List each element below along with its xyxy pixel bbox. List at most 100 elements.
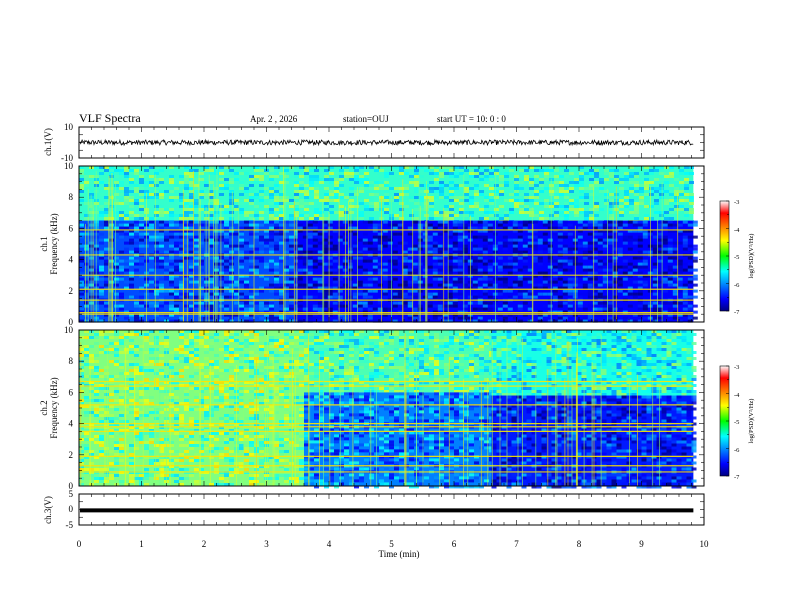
spectrogram-cell [582,226,588,230]
spectrogram-cell [199,429,204,432]
spectrogram-cell [372,265,378,269]
spectrogram-cell [687,280,693,284]
spectrogram-cell [109,432,114,435]
spectrogram-cell [194,169,199,172]
spectrogram-cell [159,351,164,354]
spectrogram-cell [134,417,139,420]
spectrogram-cell [199,178,204,181]
spectrogram-cell [229,429,234,432]
spectrogram-cell [254,169,259,172]
spectrogram-cell [179,459,184,462]
spectrogram-cell [169,286,174,290]
spectrogram-cell [654,202,659,205]
spectrogram-cell [194,295,199,299]
spectrogram-cell [179,268,184,272]
spectrogram-cell [464,199,469,202]
spectrogram-cell [79,277,84,281]
spectrogram-cell [667,283,673,287]
spectrogram-cell [587,289,593,293]
spectrogram-cell [209,301,214,305]
spectrogram-cell [637,262,643,266]
spectrogram-cell [184,444,189,447]
spectrogram-cell [159,265,164,269]
spectrogram-cell [557,319,563,323]
spectrogram-cell [119,217,124,220]
spectrogram-cell [662,301,668,305]
spectrogram-cell [269,232,274,236]
spectrogram-cell [597,241,603,245]
spectrogram-cell [184,357,189,360]
spectrogram-cell [249,366,254,369]
spectrogram-cell [99,387,104,390]
spectrogram-cell [224,345,229,348]
spectrogram-cell [109,336,114,339]
spectrogram-cell [99,384,104,387]
spectrogram-cell [139,304,144,308]
spectrogram-cell [652,250,658,254]
spectrogram-cell [607,223,613,227]
spectrogram-cell [184,187,189,190]
spectrogram-cell [229,483,234,486]
spectrogram-cell [84,202,89,205]
spectrogram-cell [512,220,518,224]
spectrogram-cell [194,456,199,459]
spectrogram-cell [174,265,179,269]
spectrogram-cell [289,286,294,290]
spectrogram-cell [84,411,89,414]
spectrogram-cell [129,333,134,336]
spectrogram-cell [317,283,323,287]
spectrogram-cell [649,205,654,208]
spectrogram-cell [139,438,144,441]
spectrogram-cell [99,214,104,217]
spectrogram-cell [229,456,234,459]
spectrogram-cell [279,301,284,305]
spectrogram-cell [339,205,344,208]
spectrogram-cell [219,477,224,480]
spectrogram-cell [289,202,294,205]
spectrogram-cell [139,217,144,220]
spectrogram-cell [692,316,698,320]
spectrogram-cell [109,247,114,251]
spectrogram-cell [389,172,394,175]
spectrogram-cell [332,292,338,296]
spectrogram-cell [84,214,89,217]
spectrogram-cell [452,289,458,293]
spectrogram-cell [562,268,568,272]
spectrogram-cell [299,166,304,169]
spectrogram-cell [397,259,403,263]
spectrogram-cell [427,304,433,308]
spectrogram-cell [99,265,104,269]
spectrogram-cell [349,175,354,178]
spectrogram-cell [224,226,229,230]
spectrogram-cell [79,426,84,429]
spectrogram-cell [384,211,389,214]
spectrogram-cell [194,405,199,408]
spectrogram-cell [432,316,438,320]
spectrogram-cell [312,283,318,287]
spectrogram-cell [412,244,418,248]
spectrogram-cell [109,393,114,396]
spectrogram-cell [327,223,333,227]
spectrogram-cell [189,208,194,211]
spectrogram-cell [179,396,184,399]
spectrogram-cell [224,438,229,441]
spectrogram-cell [129,232,134,236]
spectrogram-cell [472,268,478,272]
spectrogram-cell [322,283,328,287]
spectrogram-cell [682,313,688,317]
spectrogram-cell [249,465,254,468]
spectrogram-cell [609,199,614,202]
spectrogram-cell [249,238,254,242]
spectrogram-cell [517,238,523,242]
spectrogram-cell [184,477,189,480]
spectrogram-cell [134,268,139,272]
spectrogram-cell [184,351,189,354]
spectrogram-cell [249,217,254,220]
spectrogram-cell [239,474,244,477]
spectrogram-cell [214,220,219,224]
spectrogram-cell [109,202,114,205]
spectrogram-cell [304,214,309,217]
spectrogram-cell [129,330,134,333]
spectrogram-cell [119,444,124,447]
